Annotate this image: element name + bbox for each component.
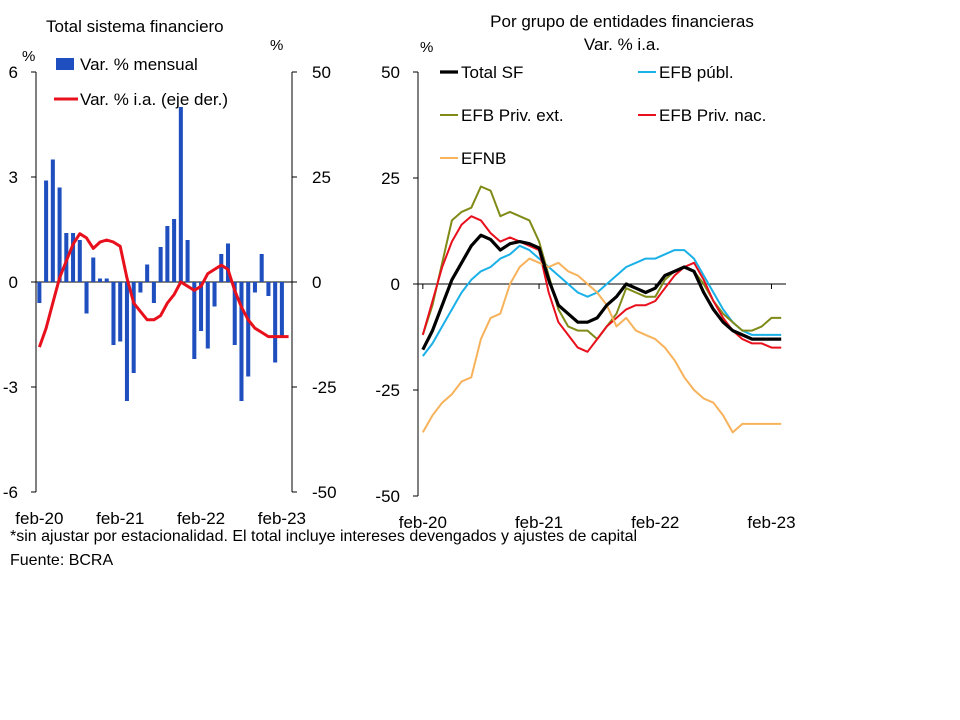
y-tick-label: -25 [375,381,400,400]
right-chart-subtitle: Var. % i.a. [584,35,660,54]
series-line-4 [421,257,782,434]
footnote-source: Fuente: BCRA [10,552,114,569]
legend-label-2: EFB Priv. ext. [461,106,564,125]
series-line-2 [421,185,782,341]
monthly-change-bar [219,254,224,282]
legend-label-3: EFB Priv. nac. [659,106,766,125]
x-tick-label: feb-23 [747,513,795,532]
series-line-3 [421,215,782,353]
monthly-change-bar [199,282,204,331]
monthly-change-bar [57,187,62,282]
x-tick-label: feb-22 [177,509,225,528]
footnote-note: *sin ajustar por estacionalidad. El tota… [10,528,638,545]
legend-label-0: Total SF [461,63,523,82]
left-axis-unit: % [22,48,35,65]
monthly-change-bar [71,233,76,282]
yoy-line [37,232,289,348]
right-y-tick-label: -50 [312,483,337,502]
monthly-change-bar [151,282,156,303]
monthly-change-bar [97,278,103,282]
monthly-change-bar [50,159,55,282]
x-tick-label: feb-21 [515,513,563,532]
legend-label-line: Var. % i.a. (eje der.) [80,90,228,109]
monthly-change-bar [124,282,129,401]
right-y-tick-label: 25 [312,168,331,187]
monthly-change-bar [246,282,251,377]
monthly-change-bar [37,282,42,303]
right-y-tick-label: 50 [312,63,331,82]
right-chart-y-unit: % [420,39,433,56]
monthly-change-bar [91,257,96,282]
series-line-0 [421,233,782,351]
x-tick-label: feb-23 [258,509,306,528]
monthly-change-bar [239,282,244,401]
left-y-tick-label: 6 [9,63,18,82]
left-chart-title: Total sistema financiero [46,17,224,36]
monthly-change-bar [273,282,278,363]
legend-swatch-bar [56,58,74,70]
monthly-change-bar [138,282,143,293]
monthly-change-bar [111,282,116,345]
monthly-change-bar [279,282,284,338]
monthly-change-bar [232,282,237,345]
right-chart-por-grupo: Por grupo de entidades financieras Var. %… [375,12,795,532]
monthly-change-bar [165,226,170,282]
monthly-change-bar [225,243,231,282]
monthly-change-bar [192,282,197,359]
left-y-tick-label: 3 [9,168,18,187]
monthly-change-bar [104,278,109,282]
monthly-change-bar [145,264,150,282]
x-tick-label: feb-21 [96,509,144,528]
right-axis-unit: % [270,37,283,54]
monthly-change-bar [212,282,217,307]
monthly-change-bar [84,282,89,314]
monthly-change-bar [44,180,49,282]
left-y-tick-label: -6 [3,483,18,502]
monthly-change-bar [158,247,163,282]
monthly-change-bar [205,282,210,349]
left-chart-total-sistema-financiero: Total sistema financiero%%630-3-650250-2… [3,17,337,528]
x-tick-label: feb-20 [15,509,63,528]
y-tick-label: 50 [381,63,400,82]
monthly-change-bar [172,219,177,282]
left-y-tick-label: 0 [9,273,18,292]
monthly-change-bar [77,240,82,282]
monthly-change-bar [178,107,183,282]
monthly-change-bar [252,282,257,293]
monthly-change-bar [185,240,190,282]
legend-label-4: EFNB [461,149,506,168]
right-chart-title: Por grupo de entidades financieras [490,12,754,31]
y-tick-label: -50 [375,487,400,506]
y-tick-label: 0 [391,275,400,294]
left-y-tick-label: -3 [3,378,18,397]
legend-label-1: EFB públ. [659,63,734,82]
monthly-change-bar [266,282,271,296]
x-tick-label: feb-20 [399,513,447,532]
y-tick-label: 25 [381,169,400,188]
x-tick-label: feb-22 [631,513,679,532]
right-y-tick-label: -25 [312,378,337,397]
legend-label-bar: Var. % mensual [80,55,198,74]
right-y-tick-label: 0 [312,273,321,292]
monthly-change-bar [131,282,136,373]
monthly-change-bar [118,282,123,342]
series-line-1 [422,244,782,357]
monthly-change-bar [259,254,264,282]
